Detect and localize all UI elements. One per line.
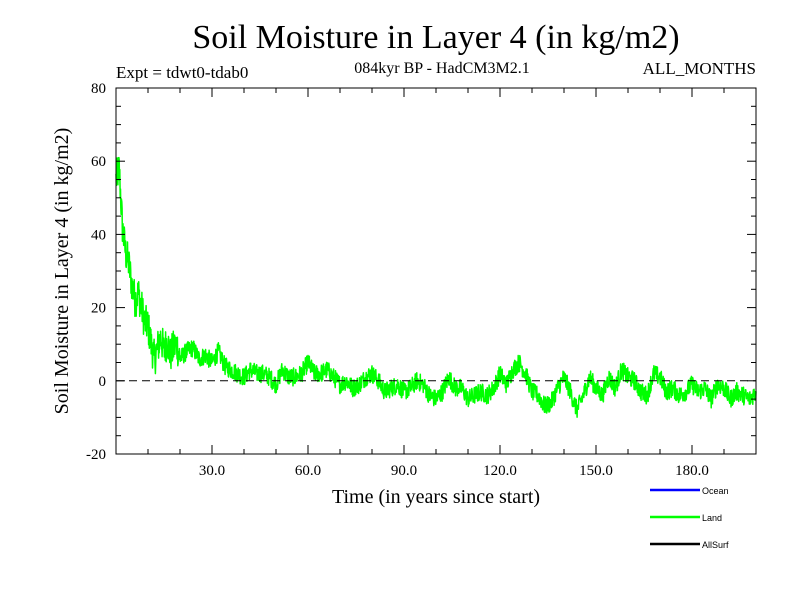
y-axis-label: Soil Moisture in Layer 4 (in kg/m2) bbox=[51, 128, 73, 415]
legend-label-allsurf: AllSurf bbox=[702, 540, 729, 550]
model-label: 084kyr BP - HadCM3M2.1 bbox=[354, 60, 529, 77]
y-tick-label: 0 bbox=[99, 374, 107, 390]
series-line-land bbox=[115, 156, 757, 418]
legend: Ocean Land AllSurf bbox=[650, 486, 729, 550]
y-tick-label: 40 bbox=[91, 227, 106, 243]
ticks-layer: -20 0 20 40 60 80 30.0 60.0 90.0 120.0 150.0 180.0 bbox=[86, 81, 756, 479]
y-tick-label: -20 bbox=[86, 447, 106, 463]
months-label: ALL_MONTHS bbox=[643, 59, 756, 78]
y-tick-label: 80 bbox=[91, 81, 106, 97]
x-tick-label: 150.0 bbox=[579, 463, 613, 479]
x-tick-label: 90.0 bbox=[391, 463, 417, 479]
y-tick-label: 60 bbox=[91, 154, 106, 170]
x-tick-label: 120.0 bbox=[483, 463, 517, 479]
series-layer bbox=[115, 156, 757, 418]
chart-title: Soil Moisture in Layer 4 (in kg/m2) bbox=[192, 19, 679, 56]
x-axis-label: Time (in years since start) bbox=[332, 486, 540, 508]
experiment-label: Expt = tdwt0-tdab0 bbox=[116, 63, 248, 82]
legend-label-ocean: Ocean bbox=[702, 486, 729, 496]
x-tick-label: 30.0 bbox=[199, 463, 225, 479]
plot-area: -20 0 20 40 60 80 30.0 60.0 90.0 120.0 150.0 180.0 bbox=[86, 81, 757, 479]
x-tick-label: 60.0 bbox=[295, 463, 321, 479]
legend-label-land: Land bbox=[702, 513, 722, 523]
x-tick-label: 180.0 bbox=[675, 463, 709, 479]
y-tick-label: 20 bbox=[91, 301, 106, 317]
